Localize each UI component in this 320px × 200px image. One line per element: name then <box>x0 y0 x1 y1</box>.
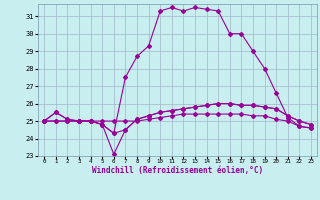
X-axis label: Windchill (Refroidissement éolien,°C): Windchill (Refroidissement éolien,°C) <box>92 166 263 175</box>
